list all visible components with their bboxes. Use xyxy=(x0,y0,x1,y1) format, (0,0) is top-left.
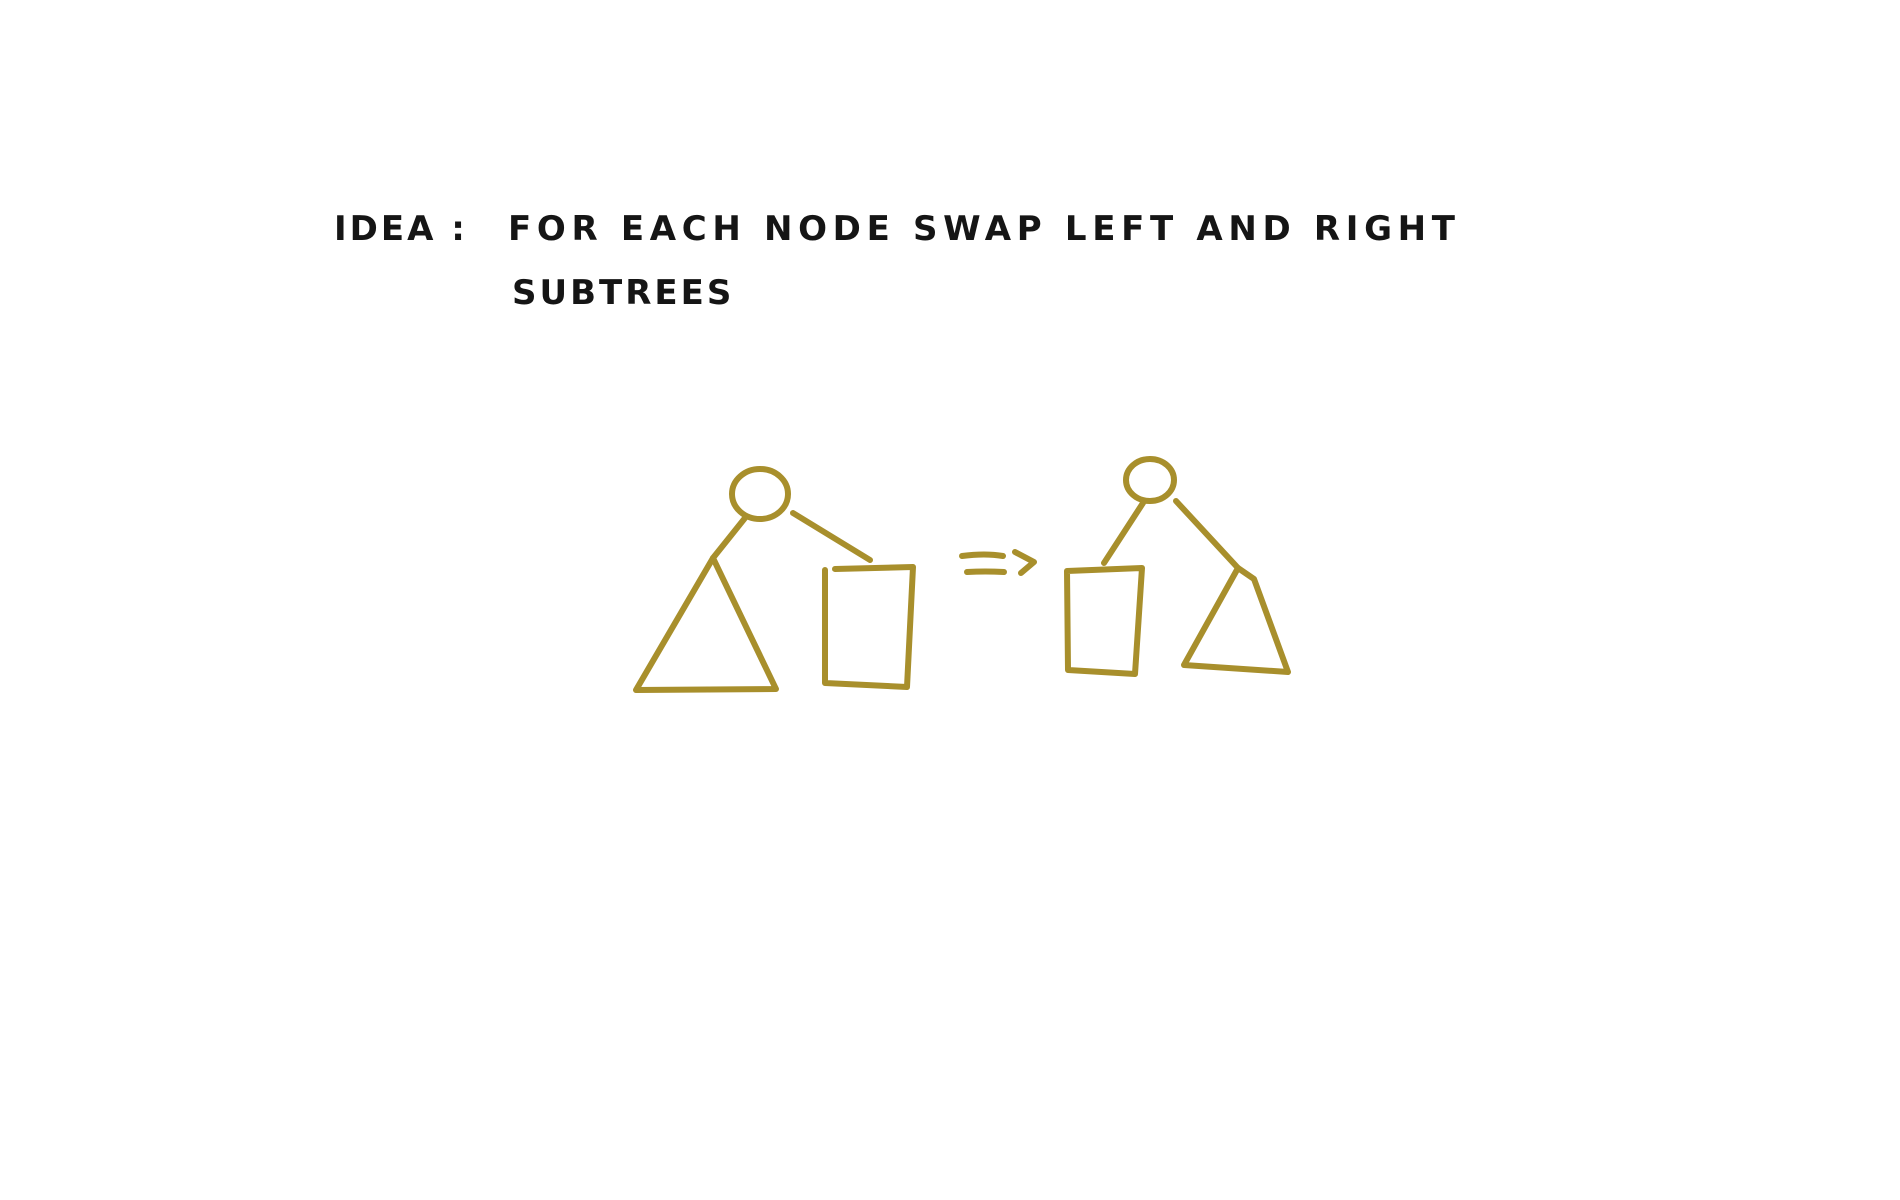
root-node-after xyxy=(1123,456,1177,504)
idea-label: IDEA : xyxy=(334,209,468,249)
idea-text-line-1: FOR EACH NODE SWAP LEFT AND RIGHT xyxy=(508,209,1458,249)
square-subtree-after xyxy=(1064,565,1145,677)
transform-arrow xyxy=(959,549,1037,576)
tree-after xyxy=(1064,456,1291,677)
square-subtree-before xyxy=(822,564,916,690)
arrow-head xyxy=(1012,549,1037,576)
triangle-subtree-before xyxy=(633,555,779,693)
root-node-before xyxy=(729,466,791,522)
arrow-lower-bar xyxy=(964,568,1007,575)
left-edge-before xyxy=(710,515,748,561)
right-edge-after xyxy=(1173,498,1241,571)
idea-text-line-2: SUBTREES xyxy=(512,273,734,313)
arrow-upper-bar xyxy=(959,551,1006,559)
tree-before xyxy=(633,466,916,693)
triangle-subtree-after xyxy=(1181,565,1291,675)
idea-note: IDEA : FOR EACH NODE SWAP LEFT AND RIGHT… xyxy=(334,209,1458,313)
right-edge-before xyxy=(790,510,873,563)
left-edge-after xyxy=(1101,500,1146,566)
